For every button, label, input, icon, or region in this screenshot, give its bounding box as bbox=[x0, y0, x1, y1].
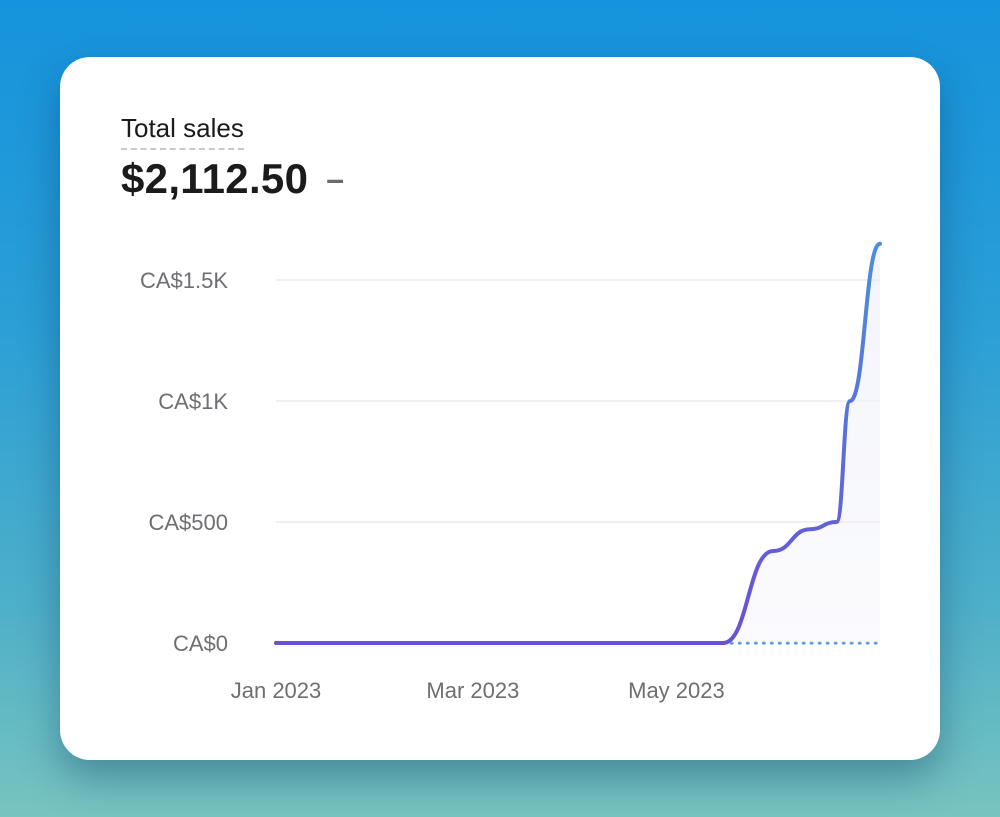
y-tick-label: CA$500 bbox=[148, 510, 228, 535]
x-tick-label: Jan 2023 bbox=[231, 678, 322, 703]
x-tick-label: Mar 2023 bbox=[426, 678, 519, 703]
total-sales-value: $2,112.50 bbox=[121, 155, 309, 202]
y-tick-label: CA$1.5K bbox=[140, 268, 228, 293]
y-tick-label: CA$1K bbox=[158, 389, 228, 414]
grid-layer bbox=[276, 279, 880, 523]
y-tick-label: CA$0 bbox=[173, 631, 228, 656]
x-tick-label: May 2023 bbox=[628, 678, 725, 703]
y-axis: CA$0 CA$500 CA$1K CA$1.5K bbox=[140, 268, 228, 656]
sales-series-line bbox=[274, 241, 882, 646]
series-layer bbox=[274, 241, 882, 646]
change-indicator: – bbox=[326, 160, 345, 197]
card-title[interactable]: Total sales bbox=[121, 113, 244, 150]
x-axis: Jan 2023 Mar 2023 May 2023 bbox=[231, 678, 725, 703]
value-row: $2,112.50 – bbox=[121, 155, 344, 203]
sales-area-fill bbox=[723, 243, 880, 643]
